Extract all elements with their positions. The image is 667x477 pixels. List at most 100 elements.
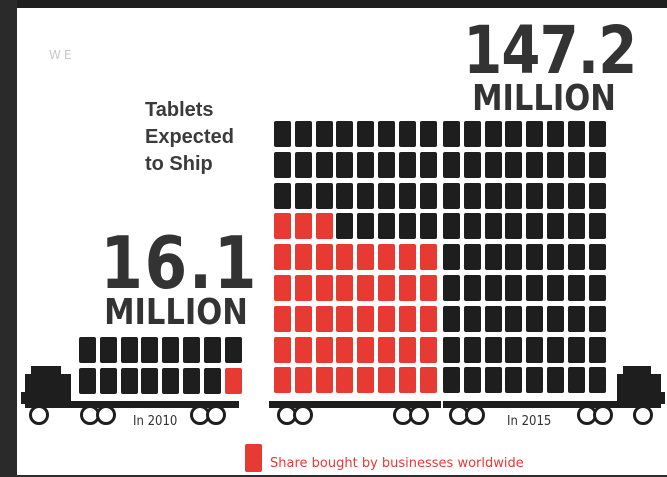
consumer-tablet-icon: [484, 213, 502, 240]
consumer-tablet-icon: [588, 121, 606, 147]
consumer-tablet-icon: [547, 244, 564, 271]
consumer-tablet-icon: [443, 275, 460, 301]
truck-wheel-icon: [593, 405, 613, 425]
consumer-tablet-icon: [398, 213, 416, 240]
consumer-tablet-icon: [443, 244, 460, 271]
consumer-tablet-icon: [484, 367, 502, 394]
consumer-tablet-icon: [484, 305, 502, 332]
consumer-tablet-icon: [79, 367, 96, 394]
headline-line-1: Tablets: [145, 99, 214, 121]
consumer-tablet-icon: [505, 151, 523, 178]
consumer-tablet-icon: [484, 121, 502, 147]
truck-wheel-icon: [293, 405, 313, 425]
truck-bumper-2015: [653, 392, 665, 404]
consumer-tablet-icon: [378, 182, 395, 209]
headline: Tablets Expected to Ship: [145, 97, 234, 178]
business-tablet-icon: [419, 244, 437, 271]
legend-label: Share bought by businesses worldwide: [270, 456, 524, 471]
total-2015-unit: MILLION: [472, 78, 616, 119]
business-tablet-icon: [378, 305, 395, 332]
consumer-tablet-icon: [505, 121, 523, 147]
consumer-tablet-icon: [463, 367, 481, 394]
consumer-tablet-icon: [547, 305, 564, 332]
consumer-tablet-icon: [443, 182, 460, 209]
consumer-tablet-icon: [274, 121, 291, 147]
business-tablet-icon: [294, 367, 312, 394]
business-tablet-icon: [419, 275, 437, 301]
total-2015-number: 147.2: [463, 12, 637, 89]
headline-line-3: to Ship: [145, 153, 213, 175]
consumer-tablet-icon: [443, 151, 460, 178]
business-tablet-icon: [274, 336, 291, 363]
business-tablet-icon: [357, 275, 375, 301]
business-tablet-icon: [274, 244, 291, 271]
business-tablet-icon: [378, 275, 395, 301]
consumer-tablet-icon: [547, 367, 564, 394]
business-tablet-icon: [398, 244, 416, 271]
consumer-tablet-icon: [567, 244, 585, 271]
consumer-tablet-icon: [567, 151, 585, 178]
consumer-tablet-icon: [567, 182, 585, 209]
consumer-tablet-icon: [588, 275, 606, 301]
truck-bed-2010: [25, 401, 239, 408]
frame-left-border: [0, 0, 17, 477]
business-tablet-icon: [378, 244, 395, 271]
consumer-tablet-icon: [315, 121, 333, 147]
consumer-tablet-icon: [547, 275, 564, 301]
consumer-tablet-icon: [294, 121, 312, 147]
consumer-tablet-icon: [203, 337, 221, 363]
consumer-tablet-icon: [443, 213, 460, 240]
consumer-tablet-icon: [378, 121, 395, 147]
consumer-tablet-icon: [526, 367, 544, 394]
consumer-tablet-icon: [484, 244, 502, 271]
consumer-tablet-icon: [526, 121, 544, 147]
consumer-tablet-icon: [378, 213, 395, 240]
business-tablet-icon: [336, 244, 354, 271]
business-tablet-icon: [357, 367, 375, 394]
consumer-tablet-icon: [463, 275, 481, 301]
business-tablet-icon: [336, 275, 354, 301]
consumer-tablet-icon: [567, 213, 585, 240]
consumer-tablet-icon: [141, 337, 159, 363]
truck-wheel-icon: [206, 405, 226, 425]
business-tablet-icon: [419, 367, 437, 394]
business-tablet-icon: [357, 244, 375, 271]
consumer-tablet-icon: [419, 213, 437, 240]
consumer-tablet-icon: [463, 151, 481, 178]
truck-cab-roof: [31, 366, 61, 376]
consumer-tablet-icon: [588, 213, 606, 240]
consumer-tablet-icon: [505, 182, 523, 209]
consumer-tablet-icon: [505, 367, 523, 394]
consumer-tablet-icon: [357, 182, 375, 209]
business-tablet-icon: [419, 305, 437, 332]
consumer-tablet-icon: [357, 121, 375, 147]
business-tablet-icon: [274, 213, 291, 240]
consumer-tablet-icon: [99, 337, 117, 363]
consumer-tablet-icon: [526, 151, 544, 178]
total-2010-unit: MILLION: [104, 292, 248, 333]
business-tablet-icon: [336, 305, 354, 332]
consumer-tablet-icon: [567, 275, 585, 301]
consumer-tablet-icon: [162, 337, 180, 363]
consumer-tablet-icon: [505, 336, 523, 363]
truck-wheel-icon: [409, 405, 429, 425]
business-tablet-icon: [357, 336, 375, 363]
legend-swatch: [245, 444, 262, 472]
consumer-tablet-icon: [547, 213, 564, 240]
consumer-tablet-icon: [484, 151, 502, 178]
consumer-tablet-icon: [463, 336, 481, 363]
truck-bed-2015: [443, 401, 661, 408]
business-tablet-icon: [336, 336, 354, 363]
consumer-tablet-icon: [294, 182, 312, 209]
year-label-2010: In 2010: [133, 414, 178, 429]
business-tablet-icon: [294, 213, 312, 240]
consumer-tablet-icon: [99, 367, 117, 394]
consumer-tablet-icon: [526, 213, 544, 240]
consumer-tablet-icon: [567, 121, 585, 147]
consumer-tablet-icon: [443, 305, 460, 332]
truck-bumper-2010: [21, 392, 33, 404]
consumer-tablet-icon: [398, 121, 416, 147]
consumer-tablet-icon: [526, 182, 544, 209]
consumer-tablet-icon: [315, 182, 333, 209]
business-tablet-icon: [336, 367, 354, 394]
